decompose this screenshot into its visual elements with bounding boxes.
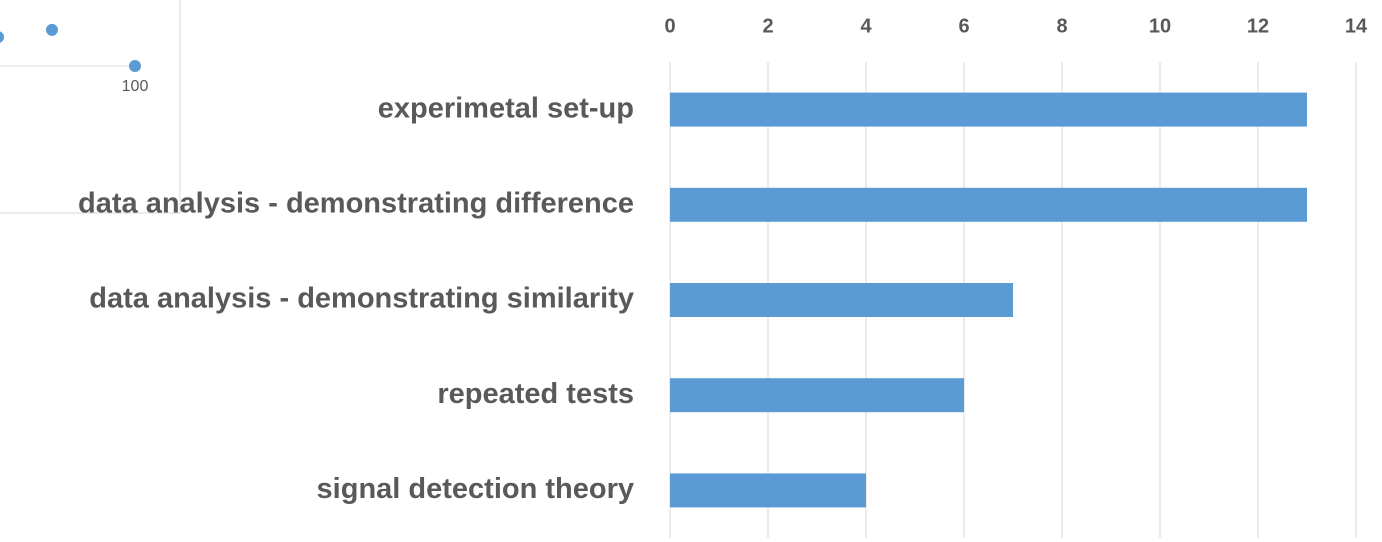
inset-frame: [0, 0, 181, 214]
x-tick-label: 6: [958, 15, 969, 37]
x-tick-label: 12: [1247, 15, 1269, 37]
x-tick-label: 8: [1056, 15, 1067, 37]
bar: [670, 378, 964, 413]
x-tick-label: 100: [122, 78, 149, 95]
x-tick-label: 2: [762, 15, 773, 37]
point: [0, 31, 4, 43]
x-tick-label: 14: [1345, 15, 1368, 37]
bar: [670, 187, 1307, 222]
x-tick-label: 10: [1149, 15, 1171, 37]
point: [45, 23, 58, 36]
y-tick-label: data analysis - demonstrating difference: [78, 187, 634, 219]
y-tick-label: experimetal set-up: [378, 92, 634, 124]
bar: [670, 92, 1307, 127]
y-tick-label: data analysis - demonstrating similarity: [89, 283, 634, 315]
bar: [670, 283, 1013, 317]
x-tick-label: 0: [664, 15, 675, 37]
y-tick-label: repeated tests: [437, 378, 634, 410]
y-tick-label: signal detection theory: [317, 473, 634, 505]
bar: [670, 473, 866, 508]
x-tick-label: 4: [860, 15, 872, 37]
point: [129, 60, 141, 72]
